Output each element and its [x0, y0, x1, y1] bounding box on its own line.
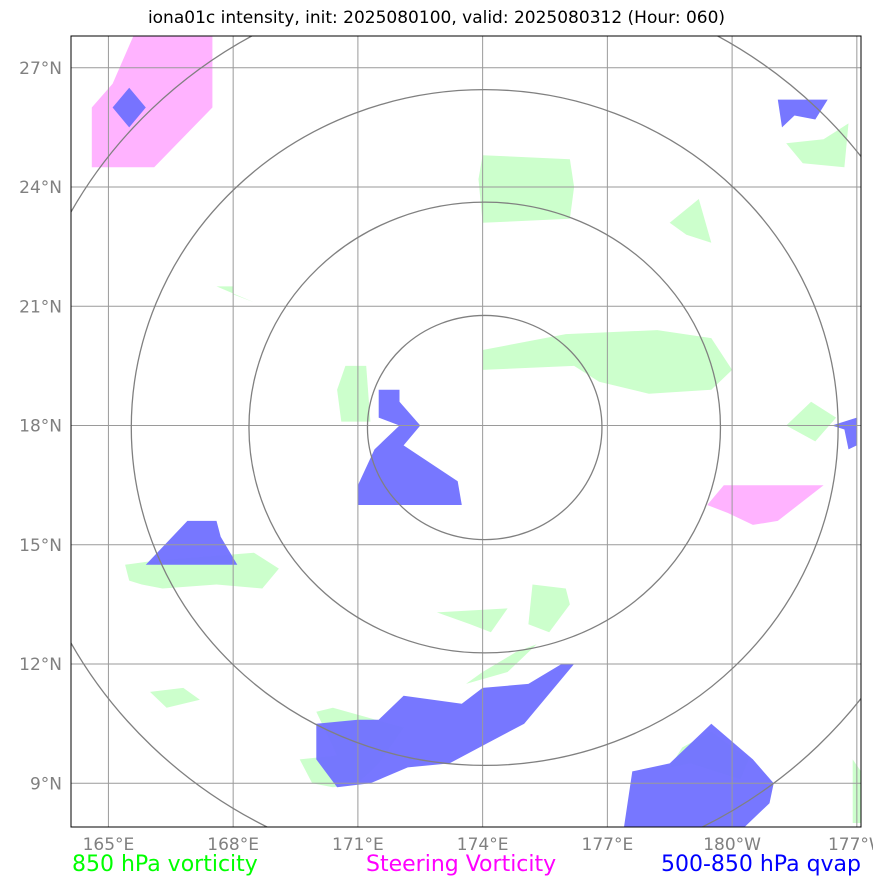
qvap-region-1 [357, 389, 483, 505]
lat-tick-label: 27°N [19, 59, 62, 79]
qvap-layer [112, 87, 857, 827]
legend-850-vorticity: 850 hPa vorticity [72, 852, 258, 877]
map-title: iona01c intensity, init: 2025080100, val… [147, 8, 726, 28]
tick-labels: 165°E 168°E 171°E 174°E 177°E 180°W 177°W 27°N 2… [19, 59, 873, 855]
lon-tick-label: 171°E [332, 835, 384, 855]
lat-tick-label: 9°N [30, 774, 62, 794]
lon-tick-label: 177°E [582, 835, 634, 855]
lat-tick-label: 18°N [19, 417, 62, 437]
lon-tick-label: 165°E [83, 835, 135, 855]
range-ring-3 [130, 89, 839, 767]
vort850-region-8 [528, 584, 570, 633]
legend-steering-vorticity: Steering Vorticity [366, 852, 557, 877]
qvap-region-6 [831, 417, 857, 450]
qvap-region-3 [316, 664, 575, 788]
plot-frame [70, 35, 862, 828]
lon-tick-label: 168°E [207, 835, 259, 855]
vort850-region-6 [786, 401, 837, 442]
lon-tick-label: 174°E [457, 835, 509, 855]
lat-tick-label: 24°N [19, 178, 62, 198]
vort850-region-12 [216, 286, 254, 303]
range-ring-2 [248, 201, 722, 654]
legend-qvap: 500-850 hPa qvap [660, 852, 861, 877]
lat-tick-label: 15°N [19, 536, 62, 556]
gridlines [71, 36, 861, 827]
range-rings [71, 36, 861, 827]
lon-tick-label: 180°W [703, 835, 761, 855]
vort850-region-13 [150, 687, 200, 708]
vort850-region-5 [337, 365, 371, 422]
vort850-region-4 [786, 123, 849, 168]
lon-tick-label: 177°W [828, 835, 873, 855]
qvap-region-5 [777, 99, 828, 128]
qvap-region-7 [112, 87, 146, 128]
qvap-region-4 [624, 723, 774, 827]
lat-tick-label: 12°N [19, 655, 62, 675]
steering-vorticity-layer [91, 36, 824, 525]
vort850-region-1 [478, 155, 575, 223]
steering-region-1 [91, 36, 213, 168]
lat-tick-label: 21°N [19, 297, 62, 317]
vort850-region-7 [436, 608, 508, 633]
range-ring-1 [366, 314, 603, 541]
steering-region-2 [707, 485, 824, 525]
vort850-region-3 [669, 199, 712, 243]
qvap-region-2 [145, 520, 238, 565]
